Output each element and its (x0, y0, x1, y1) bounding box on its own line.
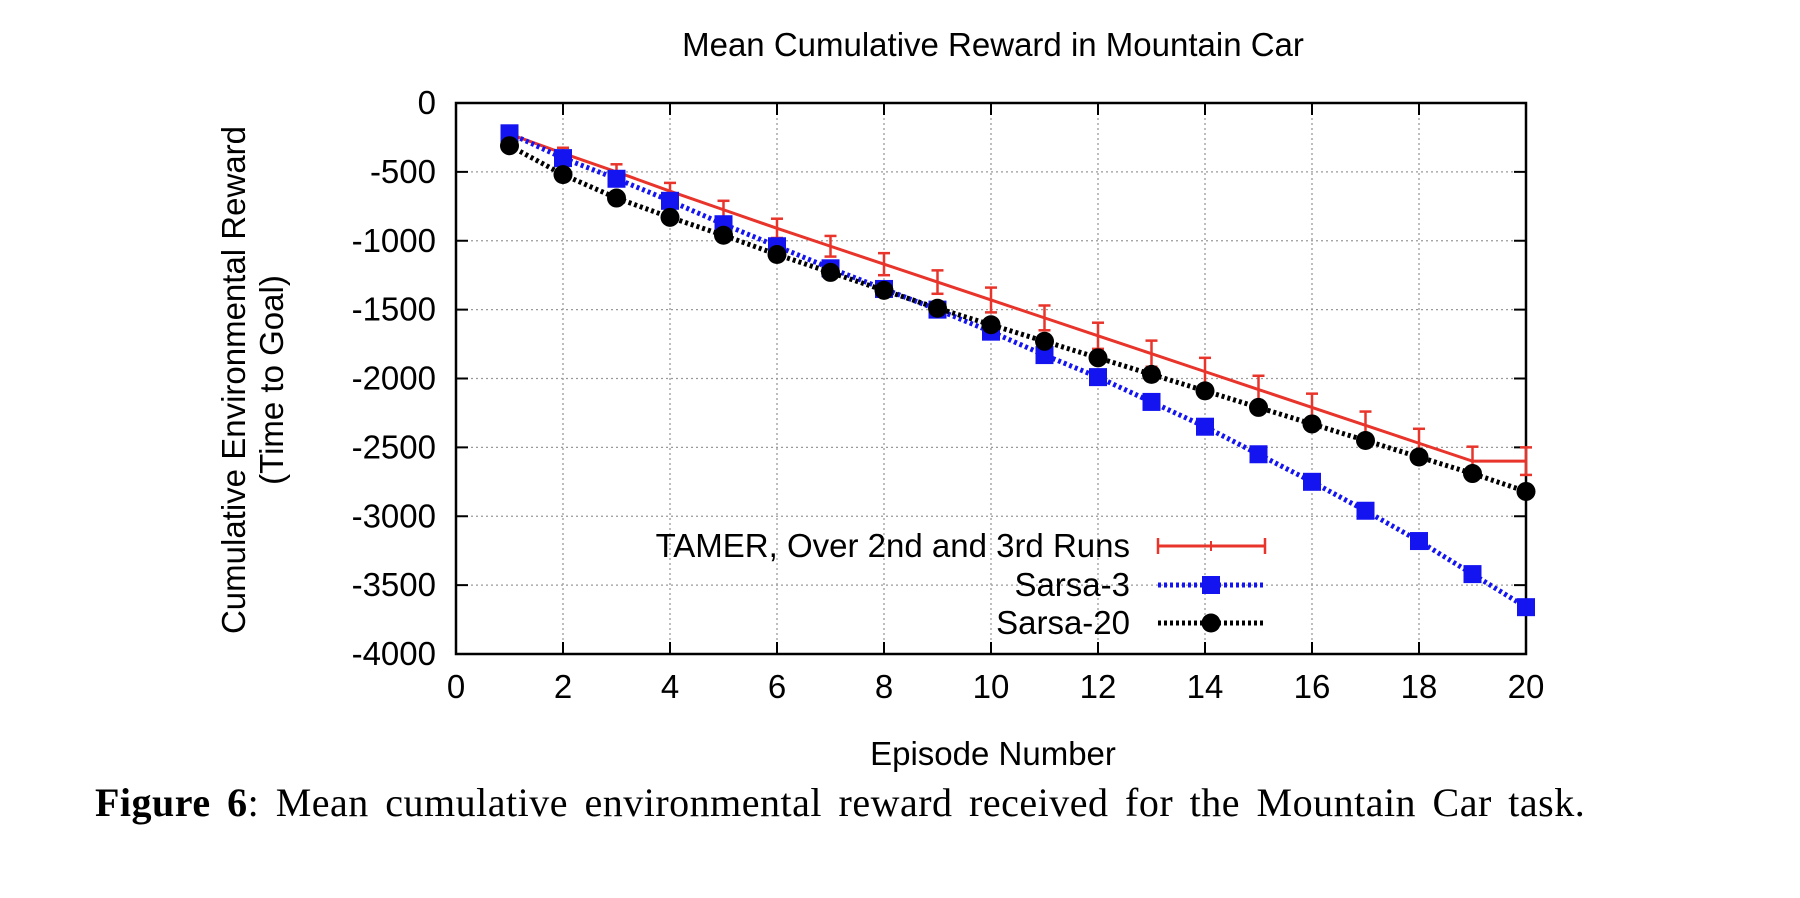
legend-label: Sarsa-3 (1014, 566, 1130, 603)
y-tick-label: 0 (418, 84, 436, 121)
data-point (714, 225, 733, 245)
data-point (1035, 331, 1054, 351)
x-tick-label: 2 (554, 668, 572, 705)
data-point (1463, 565, 1482, 584)
chart: Mean Cumulative Reward in Mountain Car 0… (215, 26, 1545, 772)
chart-title: Mean Cumulative Reward in Mountain Car (682, 26, 1304, 63)
data-point (1249, 397, 1268, 417)
data-point (767, 245, 787, 265)
series (500, 124, 1536, 617)
x-tick-label: 8 (875, 668, 893, 705)
data-point (1142, 364, 1161, 384)
x-axis-label: Episode Number (870, 735, 1116, 772)
data-point (1303, 472, 1321, 491)
x-tick-label: 14 (1187, 668, 1224, 705)
axis-ticks: 0 2 4 6 8 10 12 14 16 18 20 0 -500 -1000 -1500 -2000 -25… (352, 84, 1545, 705)
data-point (1517, 598, 1535, 617)
data-point (1089, 368, 1107, 387)
data-point (1410, 532, 1428, 551)
figure-caption: Figure 6: Mean cumulative environmental … (95, 778, 1755, 828)
data-point (1516, 481, 1536, 501)
y-tick-label: -4000 (352, 635, 436, 672)
series-line (508, 143, 1527, 494)
x-tick-label: 12 (1080, 668, 1117, 705)
caption-label: Figure 6 (95, 780, 248, 825)
series-3 (500, 136, 1536, 501)
data-point (1195, 381, 1215, 401)
y-axis-label: Cumulative Environmental Reward (Time to… (215, 126, 290, 634)
y-tick-label: -2000 (352, 360, 436, 397)
data-point (607, 188, 626, 208)
legend-entry-3: Sarsa-20 (996, 604, 1265, 641)
data-point (821, 262, 840, 282)
y-tick-label: -1000 (352, 222, 436, 259)
legend-entry-1: TAMER, Over 2nd and 3rd Runs (656, 527, 1267, 564)
data-point (1088, 348, 1108, 368)
data-point (874, 280, 894, 300)
y-tick-label: -2500 (352, 428, 436, 465)
x-tick-label: 16 (1294, 668, 1331, 705)
x-tick-label: 4 (661, 668, 679, 705)
y-axis-label-line-2: (Time to Goal) (253, 275, 290, 485)
data-point (1196, 417, 1214, 436)
legend-entry-2: Sarsa-3 (1014, 566, 1265, 603)
y-tick-label: -3500 (352, 566, 436, 603)
data-point (1463, 464, 1482, 484)
data-point (607, 169, 626, 188)
data-point (928, 298, 947, 318)
legend: TAMER, Over 2nd and 3rd RunsSarsa-3Sarsa… (656, 527, 1267, 641)
series-1 (503, 128, 1532, 477)
x-tick-label: 20 (1508, 668, 1545, 705)
legend-label: TAMER, Over 2nd and 3rd Runs (656, 527, 1130, 564)
x-tick-label: 18 (1401, 668, 1438, 705)
data-point (1142, 392, 1161, 411)
y-axis-label-line-1: Cumulative Environmental Reward (215, 126, 252, 634)
y-tick-label: -500 (370, 153, 436, 190)
data-point (554, 149, 572, 168)
data-point (1302, 414, 1322, 434)
series-line (508, 132, 1526, 463)
data-point (1356, 501, 1375, 520)
data-point (1356, 430, 1375, 450)
y-tick-label: -1500 (352, 291, 436, 328)
caption-text: : Mean cumulative environmental reward r… (247, 780, 1586, 825)
x-tick-label: 10 (973, 668, 1010, 705)
data-point (500, 136, 519, 156)
data-point (661, 191, 679, 210)
data-point (660, 207, 680, 227)
data-point (1249, 445, 1268, 464)
x-tick-label: 6 (768, 668, 786, 705)
legend-marker (1202, 576, 1220, 594)
legend-marker (1201, 613, 1221, 633)
data-point (553, 165, 573, 185)
legend-label: Sarsa-20 (996, 604, 1130, 641)
x-tick-label: 0 (447, 668, 465, 705)
data-point (981, 315, 1001, 335)
data-point (1409, 447, 1429, 467)
y-tick-label: -3000 (352, 497, 436, 534)
data-point (1035, 346, 1054, 365)
